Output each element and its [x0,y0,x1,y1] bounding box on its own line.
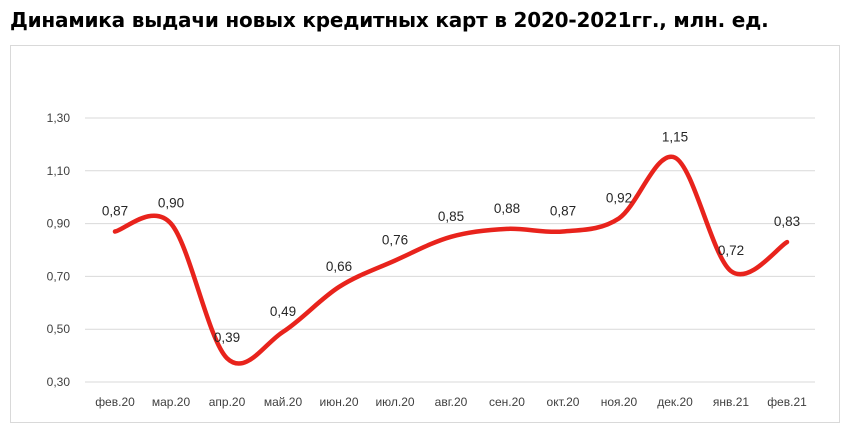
y-tick-label: 0,90 [47,217,71,231]
x-tick-label: июл.20 [375,395,414,409]
data-label: 0,88 [494,201,520,216]
data-label: 0,76 [382,233,408,248]
data-label: 0,92 [606,190,632,205]
data-label: 0,85 [438,209,464,224]
x-tick-label: май.20 [264,395,303,409]
data-label: 0,90 [158,196,184,211]
x-tick-label: янв.21 [713,395,750,409]
x-tick-label: окт.20 [547,395,580,409]
data-label: 0,83 [774,214,800,229]
y-tick-label: 0,70 [47,269,71,283]
data-label: 0,39 [214,330,240,345]
x-tick-label: фев.21 [767,395,807,409]
chart-title: Динамика выдачи новых кредитных карт в 2… [10,8,769,32]
x-tick-label: сен.20 [489,395,525,409]
chart-area [10,45,840,423]
data-label: 1,15 [662,130,688,145]
x-tick-label: фев.20 [95,395,135,409]
series-line [112,154,790,366]
x-tick-label: ноя.20 [601,395,638,409]
y-tick-label: 1,30 [47,111,71,125]
data-label: 0,87 [550,204,576,219]
x-tick-label: июн.20 [319,395,358,409]
x-tick-label: апр.20 [209,395,246,409]
data-label: 0,49 [270,304,296,319]
data-label: 0,87 [102,204,128,219]
x-tick-label: дек.20 [657,395,693,409]
y-tick-label: 1,10 [47,164,71,178]
data-label: 0,72 [718,243,744,258]
data-label: 0,66 [326,259,352,274]
y-tick-label: 0,30 [47,375,71,389]
x-tick-label: авг.20 [435,395,468,409]
x-tick-label: мар.20 [152,395,191,409]
y-tick-label: 0,50 [47,322,71,336]
